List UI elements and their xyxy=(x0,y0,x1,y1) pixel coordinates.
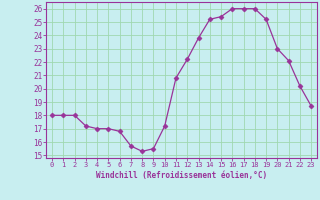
X-axis label: Windchill (Refroidissement éolien,°C): Windchill (Refroidissement éolien,°C) xyxy=(96,171,267,180)
